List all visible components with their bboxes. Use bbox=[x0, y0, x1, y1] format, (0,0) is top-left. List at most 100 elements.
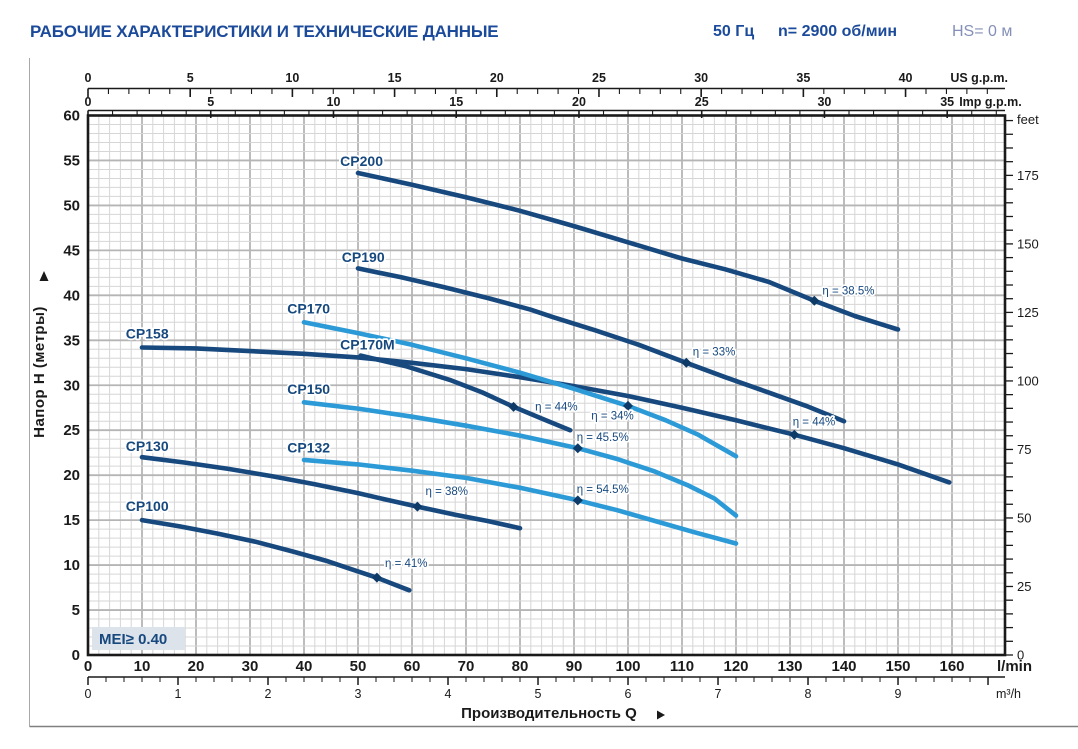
efficiency-label-CP130: η = 38% bbox=[426, 486, 469, 498]
curve-CP190 bbox=[355, 266, 847, 424]
lmin-tick-label: 30 bbox=[242, 658, 259, 675]
lmin-tick-label: 10 bbox=[134, 658, 151, 675]
curve-label-CP190: CP190 bbox=[342, 249, 385, 265]
m3h-tick-label: 2 bbox=[265, 687, 272, 701]
curve-CP130 bbox=[139, 454, 523, 531]
us-gpm-tick-label: 30 bbox=[694, 71, 708, 85]
lmin-tick-label: 120 bbox=[723, 658, 748, 675]
lmin-tick-label: 160 bbox=[939, 658, 964, 675]
feet-tick-label: 100 bbox=[1017, 373, 1039, 388]
feet-tick-label: 0 bbox=[1017, 648, 1024, 663]
m3h-tick-label: 8 bbox=[805, 687, 812, 701]
efficiency-label-CP132: η = 54.5% bbox=[577, 484, 629, 496]
efficiency-marker-CP150 bbox=[572, 443, 583, 454]
lmin-tick-label: 0 bbox=[84, 658, 92, 675]
curve-label-CP170M: CP170M bbox=[340, 336, 394, 352]
head-tick-label: 25 bbox=[63, 422, 80, 439]
feet-tick-label: 50 bbox=[1017, 510, 1031, 525]
head-tick-label: 5 bbox=[72, 602, 80, 619]
head-tick-label: 20 bbox=[63, 467, 80, 484]
x-axis-arrow-icon bbox=[657, 710, 665, 720]
mei-badge-label: MEI≥ 0.40 bbox=[99, 631, 167, 648]
lmin-tick-label: 70 bbox=[458, 658, 475, 675]
y-axis-arrow-icon bbox=[39, 271, 49, 281]
efficiency-marker-CP132 bbox=[572, 495, 583, 506]
plot-border bbox=[86, 114, 1007, 657]
m3h-tick-label: 6 bbox=[625, 687, 632, 701]
imp-gpm-tick-label: 0 bbox=[85, 95, 92, 109]
us-gpm-tick-label: 35 bbox=[796, 71, 810, 85]
mei-badge: MEI≥ 0.40 bbox=[92, 627, 185, 650]
feet-axis: 0 25 50 75 100 125 150 175 feet bbox=[1005, 112, 1039, 663]
imp-gpm-tick-label: 35 bbox=[940, 95, 954, 109]
bottom-axes: 0 10 20 30 40 50 60 70 80 90 100 110 120 130 140 150 160… bbox=[84, 658, 1032, 722]
us-gpm-tick-label: 40 bbox=[899, 71, 913, 85]
curve-label-CP130: CP130 bbox=[126, 438, 169, 454]
grid bbox=[88, 115, 1005, 655]
head-tick-label: 0 bbox=[72, 647, 80, 664]
efficiency-marker-CP200 bbox=[809, 295, 820, 306]
efficiency-label-CP100: η = 41% bbox=[385, 558, 428, 570]
top-axes: 0 5 10 15 20 25 30 35 40 US g.p.m. 0 5 10 15 20 25 30 35 I… bbox=[85, 71, 1022, 118]
curve-CP132 bbox=[301, 457, 739, 546]
efficiency-label-CP150: η = 45.5% bbox=[577, 432, 629, 444]
page-header: РАБОЧИЕ ХАРАКТЕРИСТИКИ И ТЕХНИЧЕСКИЕ ДАН… bbox=[0, 22, 1078, 48]
feet-tick-label: 75 bbox=[1017, 442, 1031, 457]
us-gpm-unit-label: US g.p.m. bbox=[950, 71, 1008, 85]
head-tick-label: 35 bbox=[63, 332, 80, 349]
lmin-tick-label: 20 bbox=[188, 658, 205, 675]
head-tick-label: 50 bbox=[63, 197, 80, 214]
imp-gpm-tick-label: 10 bbox=[327, 95, 341, 109]
m3h-unit-label: m³/h bbox=[996, 687, 1021, 701]
efficiency-marker-CP170M bbox=[508, 401, 519, 412]
efficiency-marker-CP190 bbox=[681, 357, 692, 368]
us-gpm-tick-label: 0 bbox=[85, 71, 92, 85]
curve-CP170M bbox=[358, 353, 573, 433]
curve-CP100 bbox=[139, 517, 412, 593]
head-axis: 0 5 10 15 20 25 30 35 40 45 50 55 60 Напор H (метры) bbox=[31, 108, 80, 665]
lmin-tick-label: 90 bbox=[566, 658, 583, 675]
feet-unit-label: feet bbox=[1017, 112, 1039, 127]
imp-gpm-tick-label: 30 bbox=[817, 95, 831, 109]
feet-tick-label: 150 bbox=[1017, 236, 1039, 251]
pump-curves bbox=[139, 170, 952, 593]
feet-tick-label: 175 bbox=[1017, 168, 1039, 183]
imp-gpm-tick-label: 25 bbox=[695, 95, 709, 109]
x-axis-title: Производительность Q bbox=[461, 705, 637, 722]
curve-label-CP158: CP158 bbox=[126, 325, 169, 341]
m3h-tick-label: 4 bbox=[445, 687, 452, 701]
curve-label-CP100: CP100 bbox=[126, 498, 169, 514]
m3h-tick-label: 7 bbox=[715, 687, 722, 701]
efficiency-label-CP158: η = 44% bbox=[793, 417, 836, 429]
suction-head-label: HS= 0 м bbox=[952, 23, 1013, 40]
rotation-speed-label: n= 2900 об/мин bbox=[778, 23, 898, 40]
frequency-label: 50 Гц bbox=[713, 23, 755, 40]
lmin-tick-label: 80 bbox=[512, 658, 529, 675]
lmin-tick-label: 130 bbox=[777, 658, 802, 675]
us-gpm-tick-label: 5 bbox=[187, 71, 194, 85]
us-gpm-tick-label: 20 bbox=[490, 71, 504, 85]
imp-gpm-tick-label: 5 bbox=[207, 95, 214, 109]
head-tick-label: 45 bbox=[63, 242, 80, 259]
m3h-tick-label: 3 bbox=[355, 687, 362, 701]
curve-label-CP132: CP132 bbox=[287, 440, 330, 456]
efficiency-label-CP170M: η = 44% bbox=[535, 401, 578, 413]
lmin-tick-label: 50 bbox=[350, 658, 367, 675]
y-axis-title: Напор H (метры) bbox=[31, 306, 48, 438]
head-tick-label: 10 bbox=[63, 557, 80, 574]
m3h-tick-label: 1 bbox=[175, 687, 182, 701]
curve-label-CP200: CP200 bbox=[340, 153, 383, 169]
curve-labels: CP200 η = 38.5% CP190 η = 33% CP158 η = 44% CP… bbox=[124, 151, 876, 572]
curve-CP200 bbox=[355, 170, 901, 332]
us-gpm-tick-label: 10 bbox=[285, 71, 299, 85]
m3h-tick-label: 0 bbox=[85, 687, 92, 701]
efficiency-label-CP200: η = 38.5% bbox=[822, 285, 874, 297]
efficiency-label-CP170: η = 34% bbox=[591, 410, 634, 422]
lmin-tick-label: 140 bbox=[831, 658, 856, 675]
us-gpm-tick-label: 15 bbox=[388, 71, 402, 85]
imp-gpm-tick-label: 20 bbox=[572, 95, 586, 109]
feet-tick-label: 25 bbox=[1017, 579, 1031, 594]
mei-badge-background bbox=[92, 627, 185, 650]
